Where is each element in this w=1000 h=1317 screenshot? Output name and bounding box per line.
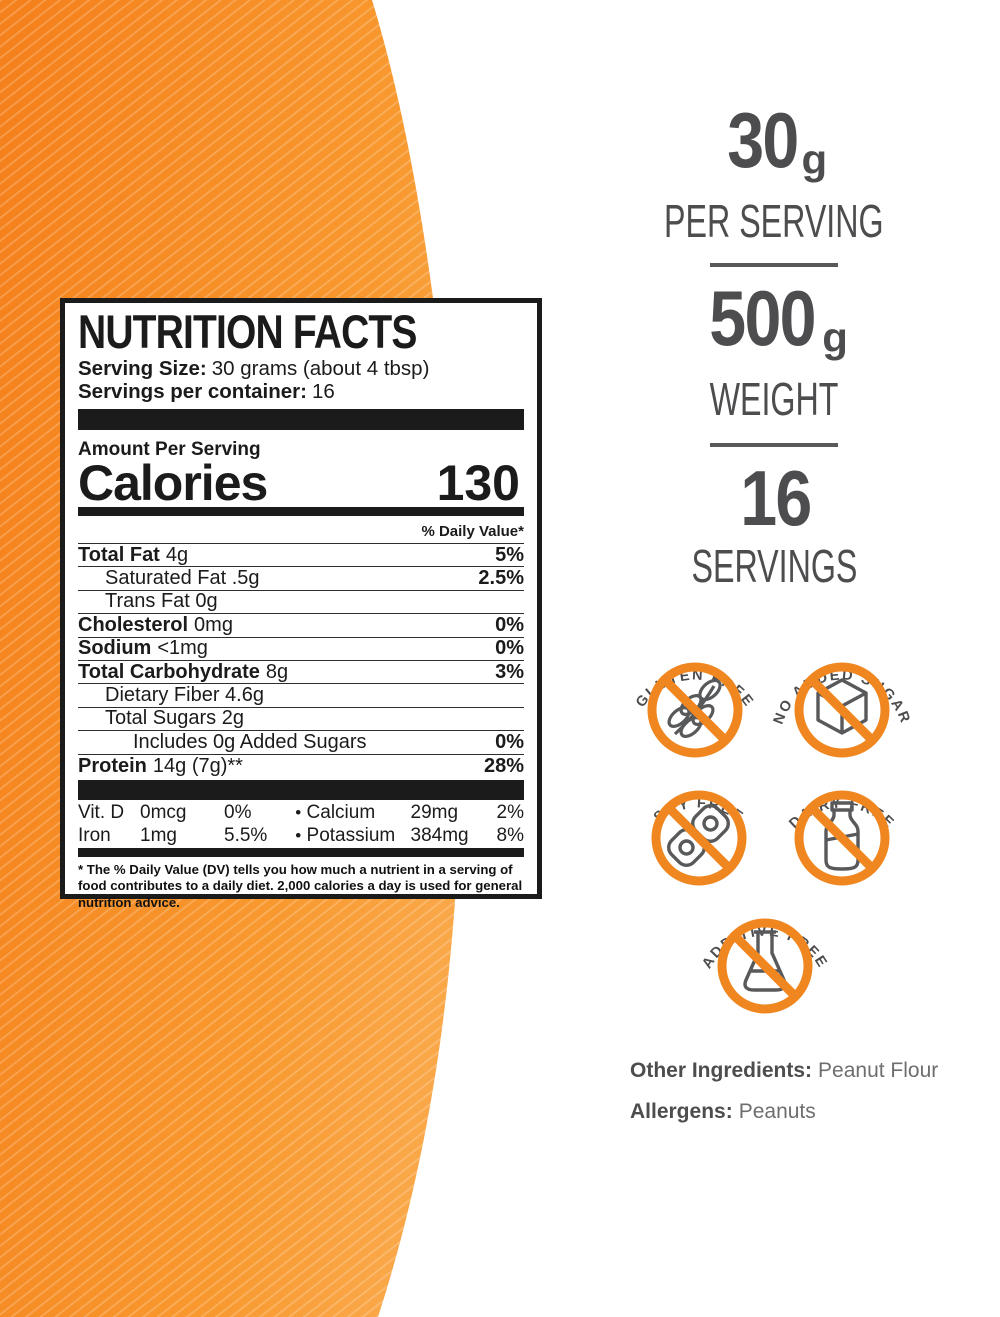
separator-bar: [78, 409, 524, 430]
mineral-dv: 0%: [224, 802, 252, 824]
mineral-name: Iron: [78, 825, 111, 847]
nutrient-amount: 8g: [265, 660, 289, 683]
nutrient-amount: 4g: [165, 543, 189, 566]
stat-unit: g: [822, 314, 848, 361]
bullet-separator: •: [295, 803, 302, 823]
bullet-separator: •: [295, 826, 302, 846]
stat-value: 30: [726, 96, 799, 184]
servings-per-container-line: Servings per container: 16: [78, 380, 524, 403]
nutrition-facts-title: NUTRITION FACTS: [78, 305, 417, 358]
badge-dairy-free: DAIRY FREE: [786, 790, 896, 886]
stat-value: 500: [709, 274, 816, 362]
nutrient-dv: 0%: [495, 613, 524, 636]
nutrient-dv: 2.5%: [478, 567, 524, 590]
mineral-amount: 29mg: [410, 802, 459, 824]
mineral-dv: 5.5%: [224, 825, 268, 847]
nutrient-name: Includes 0g Added Sugars: [133, 730, 367, 753]
stat-label: SERVINGS: [691, 540, 857, 592]
stat-label: PER SERVING: [664, 195, 884, 247]
servings-per-container-label: Servings per container:: [78, 380, 307, 403]
nutrient-dv: 5%: [495, 543, 524, 566]
calories-label: Calories: [78, 455, 268, 511]
servings-per-container-value: 16: [311, 380, 335, 403]
serving-size-line: Serving Size: 30 grams (about 4 tbsp): [78, 357, 524, 380]
nutrient-amount: 14g (7g)**: [152, 754, 243, 777]
nutrient-amount: <1mg: [157, 637, 208, 660]
mineral-row: Iron 1mg 5.5% • Potassium 384mg 8%: [78, 825, 524, 848]
nutrient-name: Trans Fat 0g: [105, 590, 218, 613]
prohibition-ring: [647, 662, 743, 758]
mineral-dv: 2%: [496, 802, 524, 824]
prohibition-ring: [651, 790, 747, 886]
minerals-section: Vit. D 0mcg 0% • Calcium 29mg 2% Iron 1m…: [78, 802, 524, 848]
badge-additive-free: ADDITIVE FREE: [699, 918, 829, 1014]
mineral-row: Vit. D 0mcg 0% • Calcium 29mg 2%: [78, 802, 524, 825]
badge-soy-free: SOY FREE: [651, 790, 747, 886]
other-ingredients-label: Other Ingredients:: [630, 1059, 813, 1082]
prohibition-ring: [717, 918, 813, 1014]
amount-per-serving: Amount Per Serving: [78, 439, 261, 460]
nutrient-row-cholesterol: Cholesterol 0mg 0%: [78, 613, 524, 638]
nutrient-row-added-sugars: Includes 0g Added Sugars 0%: [78, 730, 524, 755]
mineral-name: Vit. D: [78, 802, 125, 824]
nutrient-name: Total Sugars 2g: [105, 707, 244, 730]
prohibition-ring: [794, 790, 890, 886]
nutrient-name: Total Carbohydrate: [78, 660, 260, 683]
badge-gluten-free: GLUTEN FREE: [633, 662, 755, 758]
nutrient-dv: 0%: [495, 637, 524, 660]
other-ingredients-line: Other Ingredients: Peanut Flour: [630, 1058, 938, 1084]
allergens-value: Peanuts: [738, 1100, 816, 1123]
nutrient-name: Protein: [78, 754, 147, 777]
nutrient-dv: 0%: [495, 730, 524, 753]
nutrient-row-saturated-fat: Saturated Fat .5g 2.5%: [78, 567, 524, 591]
separator-bar: [78, 507, 524, 516]
calories-line: Calories 130: [78, 455, 524, 511]
stat-unit: g: [801, 136, 828, 183]
separator-bar: [78, 779, 524, 800]
stat-value: 16: [739, 454, 812, 542]
nutrient-name: Cholesterol: [78, 613, 189, 636]
mineral-amount: 0mcg: [140, 802, 187, 824]
serving-size-value: 30 grams (about 4 tbsp): [211, 357, 430, 380]
stat-weight: 500 g WEIGHT: [600, 274, 948, 425]
daily-value-footnote: * The % Daily Value (DV) tells you how m…: [78, 861, 523, 910]
nutrient-name: Dietary Fiber 4.6g: [105, 684, 264, 707]
nutrient-name: Saturated Fat .5g: [105, 567, 260, 590]
mineral-name: Calcium: [306, 802, 376, 824]
ingredients-section: Other Ingredients: Peanut Flour Allergens…: [630, 1058, 938, 1140]
calories-value: 130: [436, 455, 520, 511]
stat-divider: [710, 443, 838, 447]
stat-servings: 16 SERVINGS: [600, 454, 948, 592]
nutrient-row-total-sugars: Total Sugars 2g: [78, 707, 524, 732]
nutrient-row-dietary-fiber: Dietary Fiber 4.6g: [78, 684, 524, 708]
nutrient-row-total-fat: Total Fat 4g 5%: [78, 543, 524, 568]
nutrient-name: Sodium: [78, 637, 152, 660]
allergens-line: Allergens: Peanuts: [630, 1099, 938, 1125]
nutrient-amount: 0mg: [194, 613, 233, 636]
nutrient-row-trans-fat: Trans Fat 0g: [78, 590, 524, 615]
stat-label: WEIGHT: [709, 373, 839, 425]
separator-bar: [78, 847, 524, 857]
stat-per-serving: 30 g PER SERVING: [600, 96, 948, 247]
nutrient-row-protein: Protein 14g (7g)** 28%: [78, 755, 524, 778]
nutrition-facts-panel: NUTRITION FACTS Serving Size: 30 grams (a…: [60, 298, 542, 910]
serving-size-label: Serving Size:: [78, 357, 207, 380]
nutrient-row-total-carbohydrate: Total Carbohydrate 8g 3%: [78, 660, 524, 685]
other-ingredients-value: Peanut Flour: [818, 1059, 939, 1082]
daily-value-header: % Daily Value*: [78, 519, 524, 544]
prohibition-ring: [794, 662, 890, 758]
nutrient-row-sodium: Sodium <1mg 0%: [78, 637, 524, 661]
nutrient-dv: 3%: [495, 660, 524, 683]
mineral-name: Potassium: [306, 825, 396, 847]
mineral-dv: 8%: [496, 825, 524, 847]
mineral-amount: 384mg: [410, 825, 469, 847]
allergens-label: Allergens:: [630, 1100, 733, 1123]
stat-divider: [710, 263, 838, 267]
nutrient-name: Total Fat: [78, 543, 160, 566]
nutrient-dv: 28%: [483, 754, 524, 777]
badge-no-added-sugar: NO ADDED SUGAR: [771, 662, 911, 758]
mineral-amount: 1mg: [140, 825, 177, 847]
